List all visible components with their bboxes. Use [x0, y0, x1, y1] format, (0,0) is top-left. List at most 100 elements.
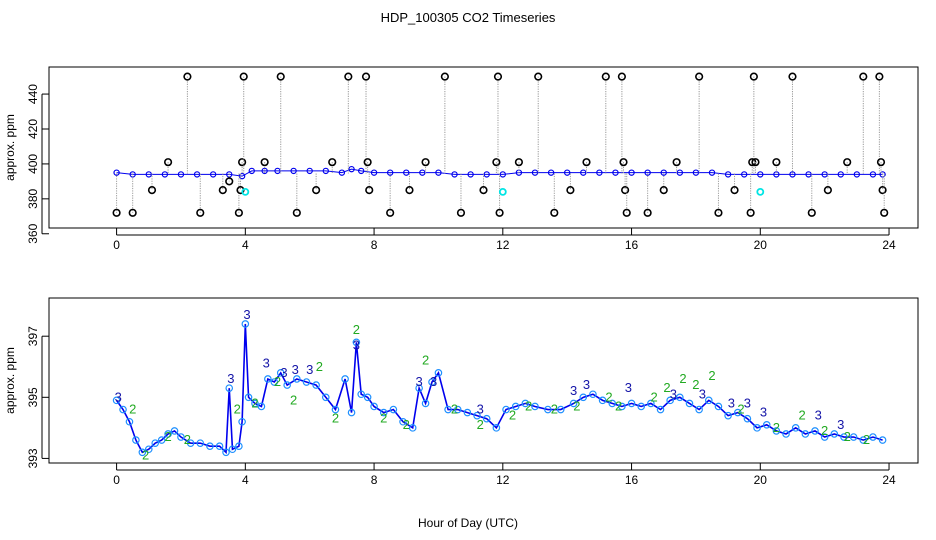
label-2-mark: 2 [477, 417, 484, 432]
flagged-point [479, 186, 488, 195]
x-tick-label: 0 [113, 473, 120, 487]
label-3-mark: 3 [416, 374, 423, 389]
y-tick-label: 360 [26, 223, 40, 243]
co2-point [138, 448, 147, 457]
x-tick-label: 16 [625, 473, 639, 487]
co2-point [637, 402, 646, 411]
label-3-mark: 3 [227, 371, 234, 386]
flagged-point [714, 208, 723, 217]
baseline-point [805, 171, 812, 178]
co2-point [511, 402, 520, 411]
y-tick-label: 380 [26, 189, 40, 209]
flagged-point [239, 72, 248, 81]
label-3-mark: 3 [728, 395, 735, 410]
top-panel: 0 4 8 12 16 20 24 360 380 400 420 440 approx. ppm [3, 66, 919, 252]
co2-point [235, 442, 243, 450]
baseline-point [290, 167, 297, 175]
co2-point [685, 399, 694, 408]
co2-point [782, 430, 790, 438]
baseline-point [499, 171, 507, 178]
co2-point [283, 381, 291, 389]
flagged-point [405, 186, 414, 195]
co2-point [724, 411, 732, 420]
baseline-point [193, 171, 201, 178]
plot-frame [48, 66, 919, 229]
co2-point [618, 402, 626, 411]
label-2-mark: 2 [708, 368, 715, 383]
x-tick-label: 0 [113, 238, 120, 252]
label-2-mark: 2 [551, 402, 558, 417]
co2-point [215, 442, 224, 450]
co2-point [579, 393, 588, 402]
baseline-point [370, 169, 378, 176]
label-2-mark: 2 [844, 429, 851, 444]
baseline-point [306, 167, 313, 175]
label-3-mark: 3 [306, 362, 313, 377]
baseline-point [612, 169, 619, 176]
label-3-mark: 3 [243, 307, 250, 322]
co2-point [177, 433, 185, 441]
baseline-point [357, 167, 365, 175]
label-3-mark: 3 [699, 386, 706, 401]
baseline-point [483, 171, 490, 178]
baseline-point [322, 167, 329, 175]
co2-point [357, 390, 365, 399]
label-3-mark: 3 [280, 365, 287, 380]
baseline-point [789, 171, 796, 178]
baseline-point [547, 169, 555, 176]
co2-point [695, 405, 703, 414]
baseline-point [274, 167, 281, 175]
x-tick-label: 4 [242, 473, 249, 487]
flagged-point [751, 158, 760, 167]
co2-point [743, 414, 752, 423]
co2-point [589, 390, 597, 399]
flagged-point [312, 186, 321, 195]
label-2-mark: 2 [234, 402, 241, 417]
y-tick-label: 400 [26, 154, 40, 174]
co2-point [125, 417, 134, 426]
co2-point [859, 436, 868, 444]
co2-point [244, 393, 253, 402]
baseline-point [338, 169, 346, 176]
flagged-point [163, 158, 173, 167]
co2-point [421, 399, 430, 408]
label-3-mark: 3 [815, 408, 822, 423]
co2-point [598, 396, 607, 405]
co2-point [676, 393, 684, 402]
flagged-point [772, 158, 781, 167]
flagged-point [807, 208, 816, 217]
flagged-point [859, 72, 868, 81]
co2-point [714, 402, 723, 411]
co2-point [293, 375, 301, 383]
co2-point [415, 384, 423, 392]
co2-point [753, 424, 761, 432]
co2-point [830, 430, 839, 438]
co2-point [341, 375, 349, 383]
co2-point [352, 338, 361, 347]
co2-point [408, 424, 417, 432]
baseline-point [113, 169, 120, 176]
flagged-point [621, 186, 630, 195]
flagged-point [440, 72, 449, 81]
co2-point [170, 427, 179, 435]
label-2-mark: 2 [142, 447, 149, 462]
flagged-point [622, 208, 631, 217]
label-3-mark: 3 [837, 417, 844, 432]
flagged-point [617, 72, 626, 81]
co2-point [312, 381, 320, 389]
co2-point [251, 399, 259, 408]
label-3-mark: 3 [292, 362, 299, 377]
co2-point [206, 442, 214, 450]
co2-point [820, 433, 829, 441]
baseline-point [248, 167, 255, 175]
co2-point [379, 408, 388, 417]
baseline-point [177, 171, 185, 178]
co2-point [238, 417, 246, 426]
baseline-point [580, 169, 587, 176]
label-2-mark: 2 [692, 377, 699, 392]
flagged-point [695, 72, 704, 81]
label-2-mark: 2 [274, 374, 281, 389]
co2-point [428, 378, 436, 386]
cyan-point [756, 187, 765, 196]
baseline-point [386, 169, 394, 176]
